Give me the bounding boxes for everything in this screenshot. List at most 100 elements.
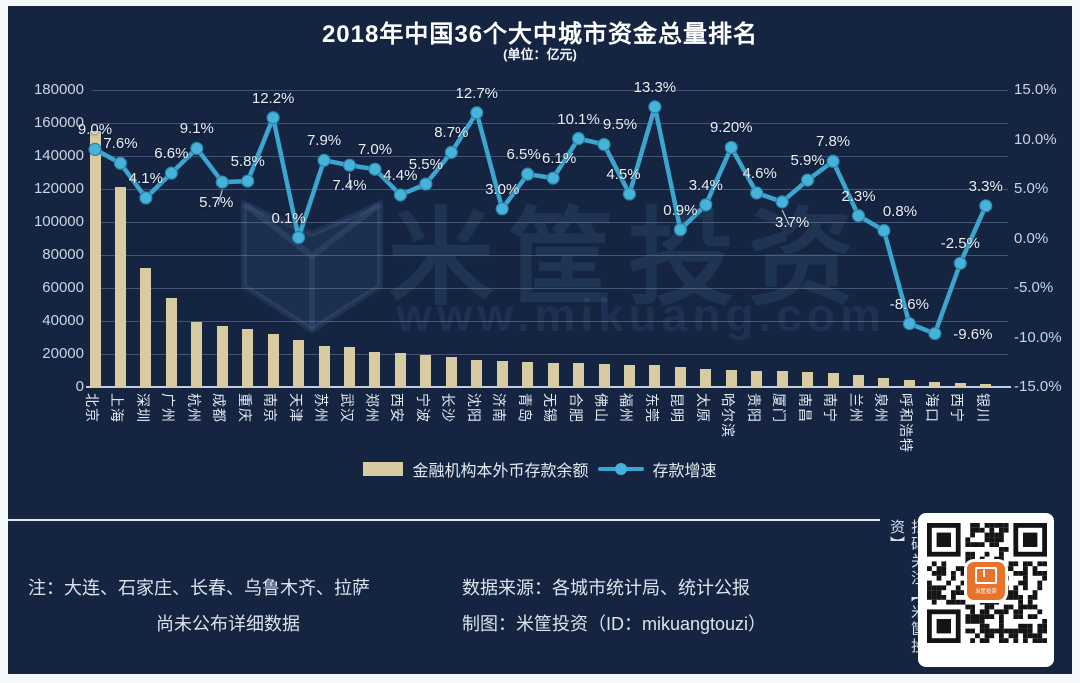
bar [445,357,457,387]
qr-code [927,523,1047,643]
bar [674,366,686,387]
point-label: -9.6% [953,325,993,343]
bar [369,351,381,387]
y-axis-label-left: 120000 [33,180,84,197]
chart-credit-line: 制图：米筐投资（ID：mikuangtouzi） [462,614,767,634]
point-label: 3.0% [485,180,520,198]
bar [242,329,254,387]
point-label: 5.9% [790,152,825,170]
x-axis-city-label: 苏州 [313,393,330,423]
x-axis-city-label: 东莞 [643,393,660,423]
x-axis-city-label: 深圳 [134,393,151,423]
point-label: 3.7% [775,213,810,231]
point-label: 6.6% [154,145,189,163]
gridline [92,354,1008,355]
bar [776,370,788,387]
y-axis-label-left: 80000 [42,246,84,263]
bar [420,354,432,387]
bar [318,345,330,387]
bar [929,381,941,387]
x-axis-line [86,386,1011,388]
x-axis-city-label: 银川 [974,393,991,423]
y-axis-label-right: 5.0% [1014,180,1049,197]
x-axis-city-label: 天津 [287,393,304,423]
x-axis-city-label: 杭州 [185,393,202,423]
point-label: 5.7% [199,194,234,212]
bar [344,346,355,387]
x-axis-city-label: 北京 [84,393,100,423]
x-axis-city-label: 泉州 [872,393,889,423]
y-axis-label-left: 100000 [33,213,84,230]
bar [140,268,152,387]
y-axis-label-left: 160000 [33,114,84,131]
y-axis-label-left: 60000 [42,279,84,296]
point-label: -8.6% [889,295,929,313]
x-axis-city-label: 郑州 [363,393,380,423]
bar [394,353,406,387]
bar [954,383,966,387]
chart-subtitle: (单位：亿元) [503,47,577,62]
point-label: 3.4% [688,176,723,194]
x-axis-city-label: 佛山 [593,393,609,423]
y-axis-label-right: -15.0% [1014,378,1062,395]
gridline [92,222,1008,223]
bar [191,321,203,387]
point-label: 3.3% [968,177,1003,195]
point-label: 4.5% [606,165,641,183]
x-axis-city-label: 广州 [160,393,177,423]
bar [853,375,864,387]
x-axis-city-label: 武汉 [338,393,355,423]
gridline [92,255,1008,256]
y-axis-label-left: 0 [75,378,84,395]
x-axis-city-label: 太原 [694,393,711,423]
x-axis-city-label: 南宁 [822,393,839,423]
bar [878,377,890,387]
y-axis-label-right: -10.0% [1014,328,1062,346]
point-label: 4.4% [383,166,418,184]
x-axis-city-label: 长沙 [440,393,457,423]
point-label: 4.1% [128,169,163,187]
x-axis-city-label: 海口 [923,393,940,423]
point-label: 9.0% [77,121,113,139]
x-axis-city-label: 重庆 [236,393,253,423]
y-axis-label-left: 20000 [42,345,84,362]
bar [522,361,534,387]
bar [980,384,992,387]
point-label: 6.1% [541,150,577,168]
point-label: 7.6% [103,135,138,153]
x-axis-city-label: 厦门 [771,393,788,423]
footer-divider [8,519,880,521]
point-label: 4.6% [742,164,777,182]
bar [598,363,610,387]
bar [293,339,305,387]
bar [89,131,101,387]
x-axis-city-label: 南京 [262,393,279,423]
point-label: 5.5% [408,156,443,174]
watermark-url-text: www.mikuang.com [396,289,886,341]
y-axis-label-right: -5.0% [1014,279,1054,296]
x-axis-city-label: 上海 [109,393,126,423]
qr-logo-book-icon [975,567,997,584]
point-label: 12.7% [455,84,499,102]
legend-bar-label: 金融机构本外币存款余额 [412,463,589,480]
point-label: 6.5% [506,146,541,164]
bar [471,359,483,387]
point-label: 10.1% [557,110,600,128]
chart-legend: 金融机构本外币存款余额 存款增速 [60,457,1020,481]
bar [267,334,279,387]
x-axis-city-label: 南昌 [796,393,813,423]
point-label: 7.9% [306,132,342,150]
bar [802,372,814,387]
legend-line-swatch-icon [597,462,644,476]
x-axis-city-label: 西安 [389,393,406,423]
x-axis-city-label: 宁波 [414,393,431,423]
x-axis-city-label: 青岛 [516,393,533,423]
x-axis-city-label: 西宁 [949,393,966,423]
point-label: 5.8% [230,153,265,171]
bar [903,379,915,387]
bar [165,297,177,387]
footer-note-line2: 尚未公布详细数据 [156,614,300,634]
bar [649,365,661,387]
point-label: 12.2% [251,89,295,107]
